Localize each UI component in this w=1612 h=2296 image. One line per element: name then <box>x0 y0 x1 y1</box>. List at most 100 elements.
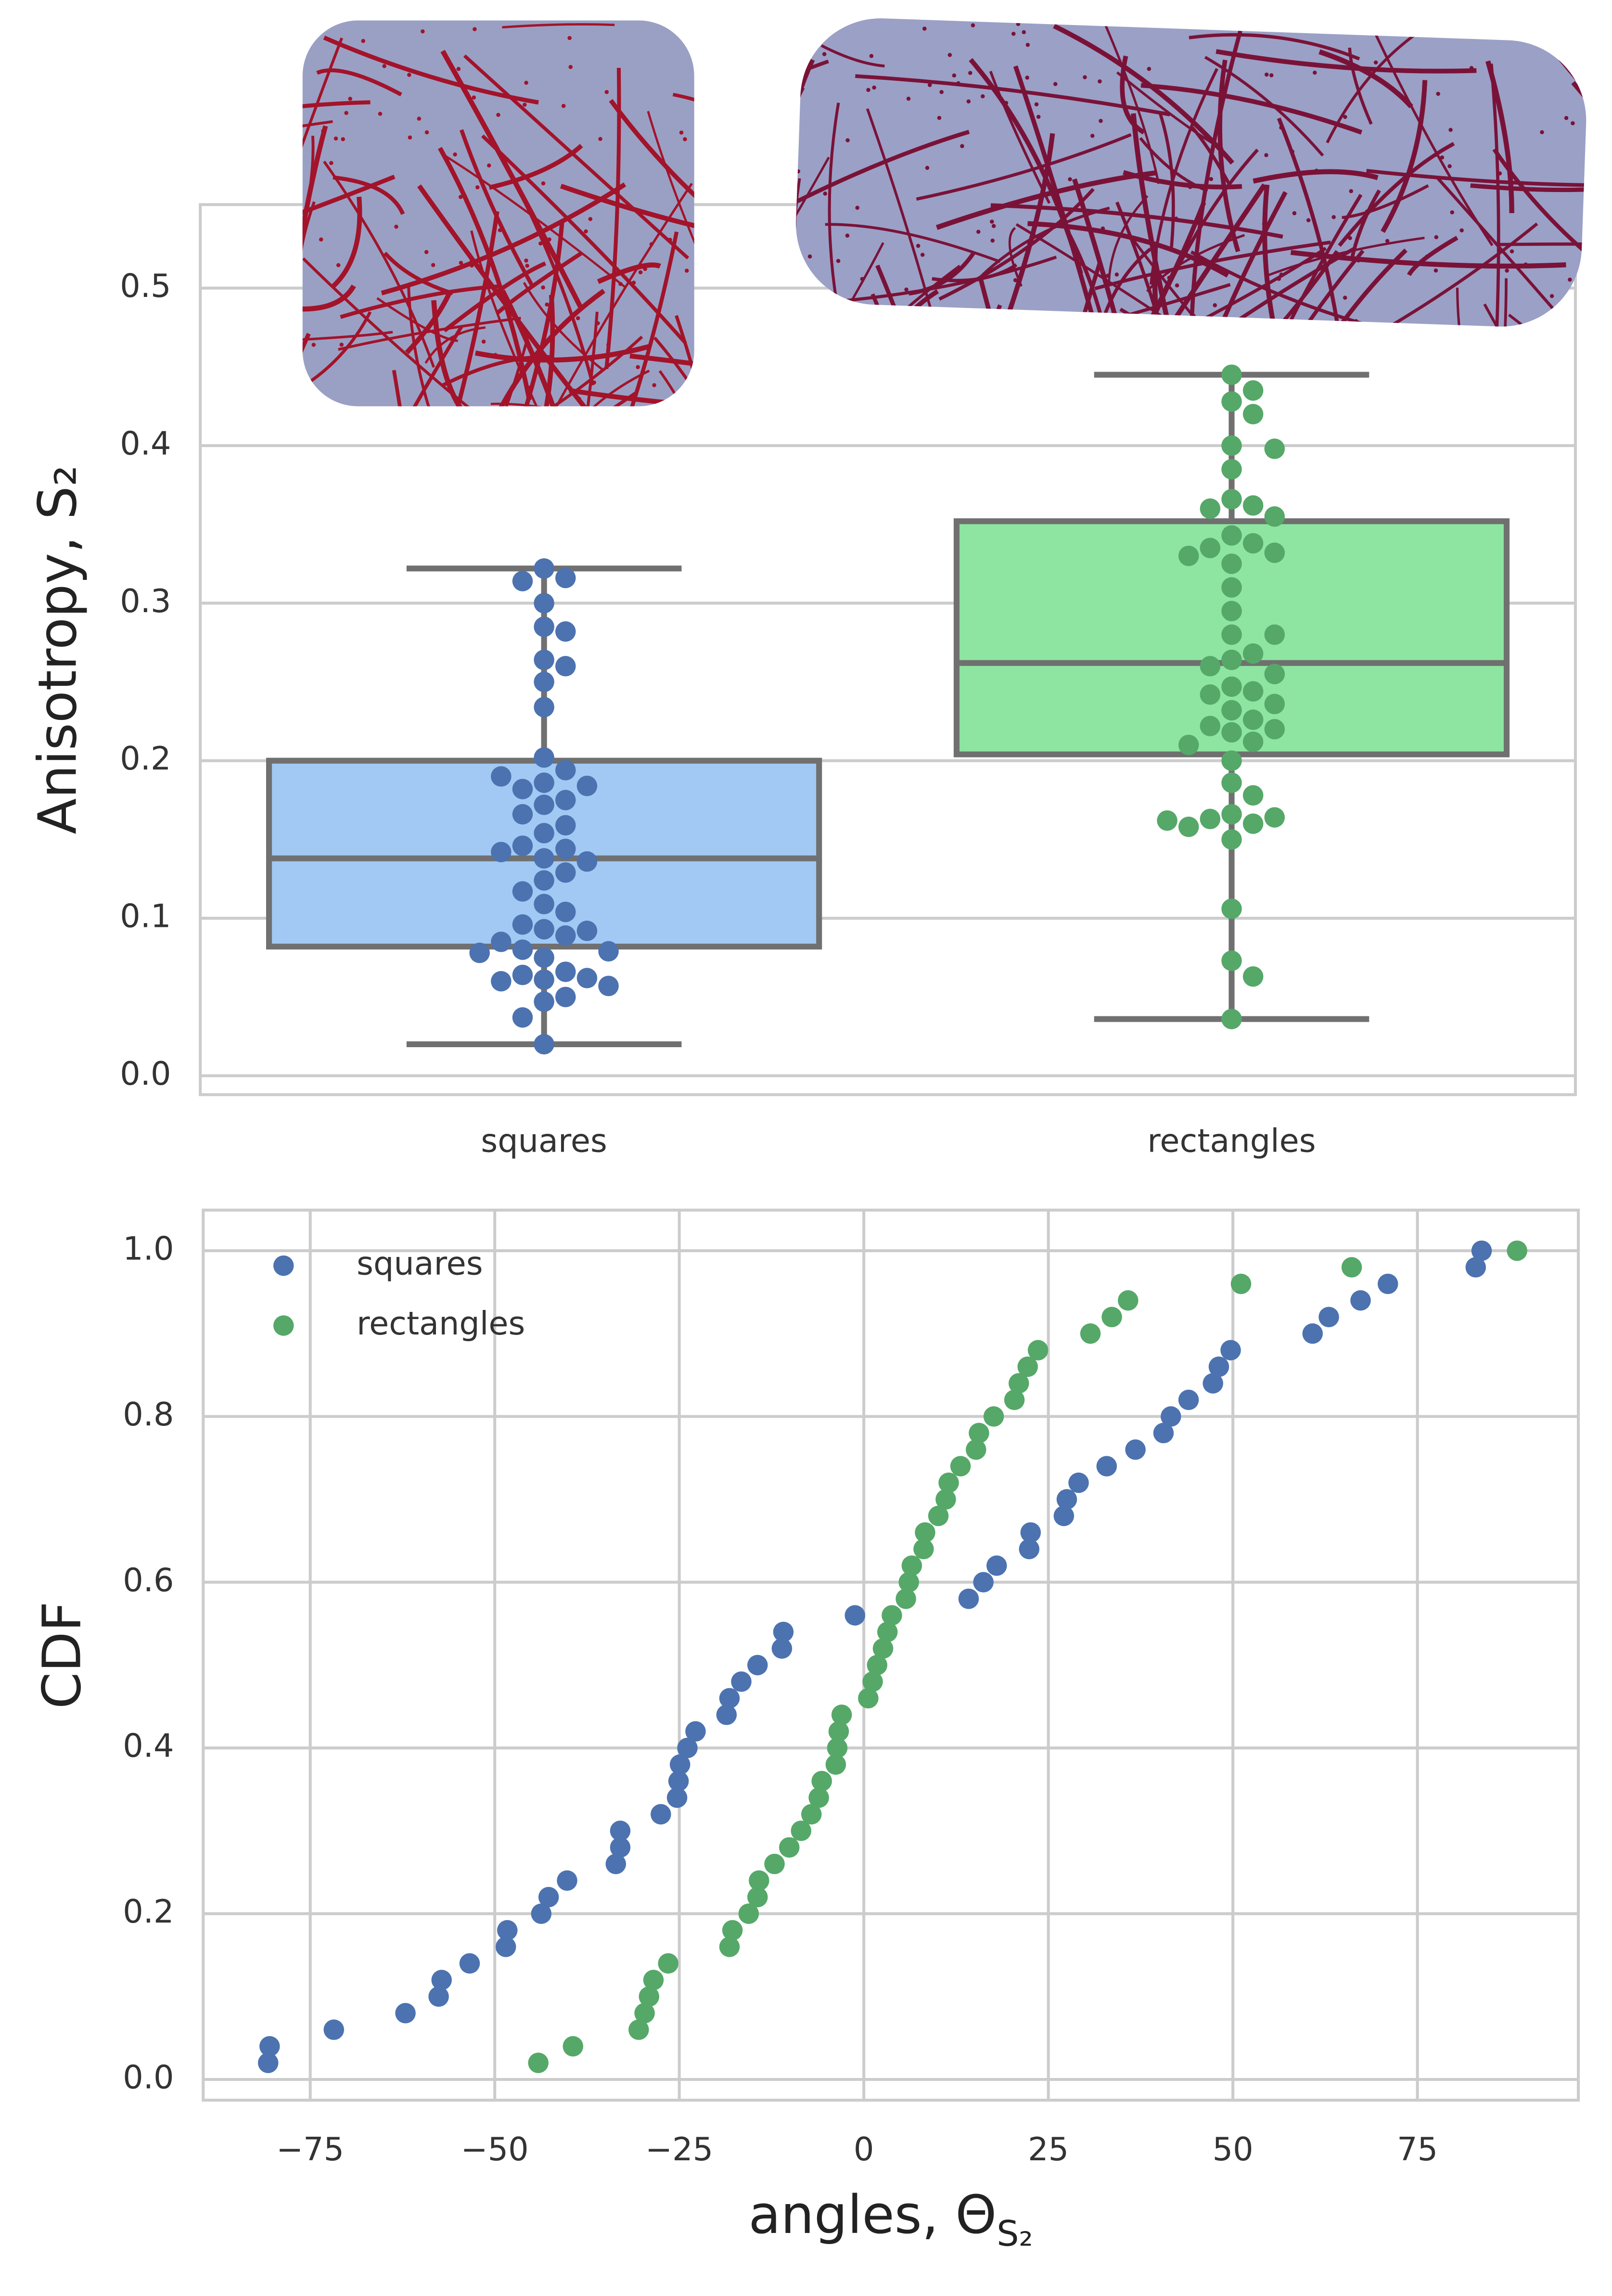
scatter-point <box>973 1572 994 1593</box>
swarm-point <box>534 616 554 637</box>
fiber <box>629 353 694 395</box>
x-tick-label: −50 <box>461 2130 529 2168</box>
fiber-dot <box>341 137 345 141</box>
fiber <box>521 197 595 386</box>
fiber <box>1267 325 1377 330</box>
fiber <box>1267 236 1425 277</box>
scatter-point <box>828 1721 849 1742</box>
fiber-dot <box>344 111 348 115</box>
fiber-dot <box>872 85 876 90</box>
fiber <box>302 100 371 144</box>
swarm-point <box>1221 700 1242 721</box>
fiber <box>820 44 885 68</box>
fiber-dot <box>1022 30 1026 35</box>
fiber <box>1155 148 1259 313</box>
fiber <box>569 388 694 407</box>
scatter-point <box>658 1953 678 1974</box>
swarm-point <box>534 747 554 768</box>
fiber <box>609 99 694 285</box>
fiber-dot <box>1167 276 1172 280</box>
fiber-dot <box>1549 294 1554 298</box>
scatter-point <box>1118 1290 1139 1311</box>
fiber <box>1262 184 1292 330</box>
scatter-point <box>983 1406 1004 1427</box>
scatter-point <box>747 1655 768 1676</box>
swarm-point <box>1200 808 1221 830</box>
fiber <box>440 152 626 288</box>
fiber-dot <box>459 195 463 199</box>
fiber-dot <box>1343 295 1347 300</box>
swarm-point <box>1221 435 1242 456</box>
fiber-dot <box>1013 278 1018 282</box>
fiber <box>563 311 599 407</box>
fiber-dot <box>1034 102 1039 107</box>
fiber-dot <box>1540 130 1544 135</box>
fiber <box>793 242 884 330</box>
fiber <box>1091 247 1152 330</box>
y-tick-label: 0.4 <box>120 425 171 462</box>
fiber <box>338 317 521 351</box>
swarm-point <box>1242 681 1264 702</box>
fiber-dot <box>525 264 529 268</box>
swarm-point <box>1264 506 1285 527</box>
swarm-point <box>1178 545 1199 566</box>
swarm-point <box>1221 364 1242 385</box>
scatter-point <box>882 1605 902 1626</box>
fiber-dot <box>981 94 985 99</box>
swarm-point <box>512 881 533 902</box>
fiber <box>793 87 805 302</box>
swarm-point <box>534 823 554 844</box>
fiber-dot <box>1356 258 1361 263</box>
scatter-point <box>395 2002 416 2024</box>
fiber-dot <box>1450 210 1455 215</box>
fiber <box>916 133 1132 201</box>
swarm-point <box>1264 718 1285 740</box>
scatter-point <box>538 1886 559 1908</box>
fiber-dot <box>1434 235 1439 240</box>
scatter-point <box>1017 1356 1038 1377</box>
scatter-point <box>531 1903 552 1924</box>
swarm-point <box>1242 709 1264 730</box>
fiber-dot <box>866 88 870 92</box>
swarm-point <box>555 656 576 677</box>
swarm-point <box>1200 538 1221 559</box>
swarm-point <box>1178 816 1199 837</box>
fiber-dot <box>541 181 546 186</box>
scatter-point <box>528 2052 549 2073</box>
fiber-dot <box>1068 177 1072 181</box>
fiber-dot <box>922 26 927 31</box>
scatter-point <box>610 1821 631 1841</box>
scatter-point <box>844 1605 866 1626</box>
fiber <box>554 182 693 407</box>
swarm-point <box>555 815 576 836</box>
fiber-dot <box>1016 22 1021 26</box>
scatter-point <box>738 1903 759 1924</box>
fiber-dot <box>668 237 672 242</box>
fiber-dot <box>378 112 383 116</box>
scatter-point <box>669 1754 691 1775</box>
fiber-dot <box>1264 72 1269 77</box>
fiber-dot <box>487 163 491 168</box>
fiber-dot <box>524 258 528 263</box>
fiber-dot <box>567 36 572 40</box>
swarm-point <box>555 862 576 883</box>
fiber-dot <box>904 287 908 292</box>
fiber-dot <box>592 380 596 385</box>
fiber-dot <box>584 229 588 234</box>
y-tick-label: 0.1 <box>120 898 171 935</box>
swarm-point <box>469 942 490 963</box>
fiber <box>488 144 583 190</box>
fiber <box>1407 236 1458 276</box>
fiber <box>376 297 458 342</box>
fiber <box>793 129 970 230</box>
fiber <box>1008 227 1023 287</box>
fiber <box>523 221 564 407</box>
fiber-dot <box>1036 115 1041 119</box>
scatter-point <box>1350 1290 1371 1311</box>
fiber-dot <box>498 228 502 232</box>
fiber-dot <box>991 224 996 228</box>
scatter-point <box>1020 1522 1041 1543</box>
fiber-dot <box>796 169 800 174</box>
fiber-dot <box>920 253 925 257</box>
